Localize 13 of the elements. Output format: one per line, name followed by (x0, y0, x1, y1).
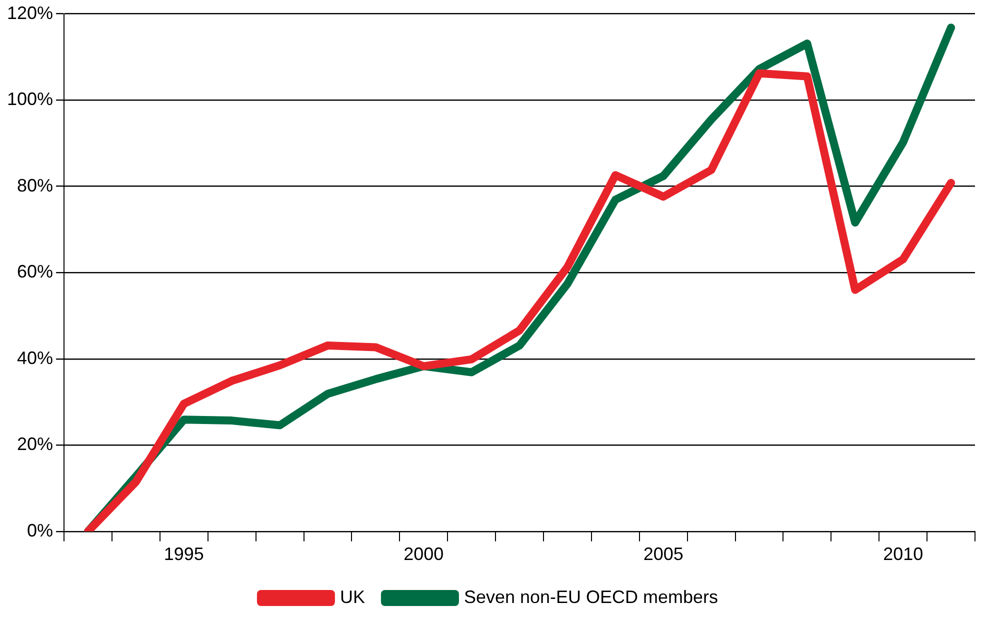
y-tick-label: 120% (6, 2, 54, 23)
x-tick-label: 2010 (883, 544, 924, 564)
x-tick-label: 2000 (404, 544, 444, 564)
y-tick-label: 0% (27, 520, 54, 540)
legend-label: Seven non-EU OECD members (464, 586, 718, 607)
x-tick-label: 2005 (643, 544, 684, 564)
y-tick-label: 60% (17, 262, 54, 282)
y-tick-label: 80% (17, 175, 54, 196)
y-tick-label: 20% (17, 434, 54, 454)
y-tick-label: 100% (6, 89, 54, 110)
x-tick-label: 1995 (164, 544, 204, 564)
y-tick-label: 40% (17, 348, 54, 368)
legend-label: UK (340, 586, 365, 607)
